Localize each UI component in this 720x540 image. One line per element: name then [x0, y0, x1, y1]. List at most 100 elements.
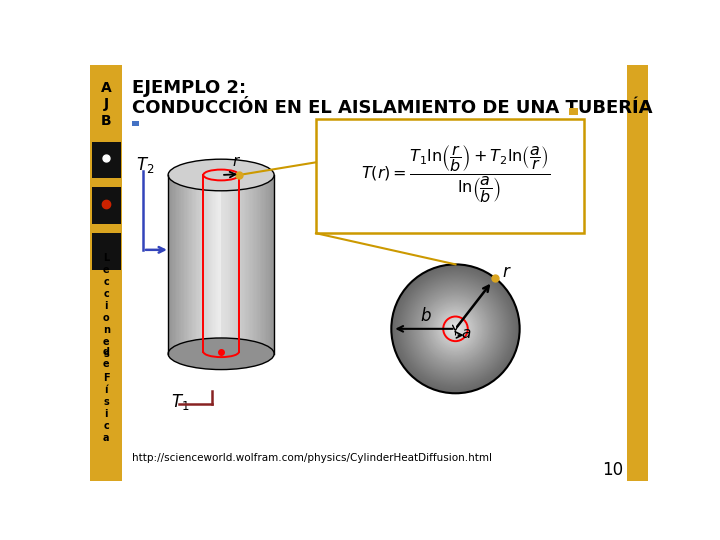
Bar	[207, 175, 208, 354]
Bar	[246, 175, 248, 354]
Bar	[174, 175, 175, 354]
Bar	[191, 175, 192, 354]
Ellipse shape	[431, 304, 480, 354]
Text: F
í
s
i
c
a: F í s i c a	[103, 373, 109, 443]
Ellipse shape	[450, 323, 461, 334]
Ellipse shape	[423, 296, 487, 361]
Bar	[261, 175, 262, 354]
Bar	[229, 175, 230, 354]
Text: L
e
c
c
i
o
n
e
s: L e c c i o n e s	[103, 253, 109, 359]
Ellipse shape	[454, 328, 456, 330]
Ellipse shape	[446, 319, 465, 339]
Ellipse shape	[425, 298, 487, 360]
Bar	[258, 175, 260, 354]
Bar	[193, 175, 194, 354]
Bar	[91, 141, 121, 178]
Ellipse shape	[397, 271, 513, 387]
Bar	[213, 175, 215, 354]
Ellipse shape	[430, 303, 481, 355]
Ellipse shape	[434, 307, 477, 350]
Ellipse shape	[410, 284, 500, 374]
Bar	[194, 175, 196, 354]
Bar	[217, 175, 218, 354]
Text: 10: 10	[602, 461, 623, 479]
Bar	[266, 175, 268, 354]
Ellipse shape	[445, 318, 466, 340]
Ellipse shape	[427, 300, 485, 358]
Bar	[230, 175, 232, 354]
Bar	[232, 175, 233, 354]
Ellipse shape	[441, 314, 470, 344]
Bar	[132, 122, 138, 126]
Bar	[216, 175, 217, 354]
Bar	[208, 175, 210, 354]
Bar	[200, 175, 202, 354]
Bar	[218, 175, 220, 354]
Bar	[269, 175, 270, 354]
Ellipse shape	[410, 282, 501, 375]
Ellipse shape	[428, 301, 483, 357]
Bar	[270, 175, 271, 354]
Ellipse shape	[441, 315, 469, 343]
Ellipse shape	[397, 270, 514, 388]
Ellipse shape	[437, 310, 474, 347]
Ellipse shape	[168, 159, 274, 191]
Bar	[212, 175, 213, 354]
Ellipse shape	[415, 288, 496, 370]
Bar	[233, 175, 235, 354]
Ellipse shape	[454, 327, 458, 331]
Bar	[265, 175, 266, 354]
Ellipse shape	[392, 266, 518, 392]
Ellipse shape	[432, 305, 479, 353]
Text: EJEMPLO 2:: EJEMPLO 2:	[132, 79, 246, 97]
Ellipse shape	[395, 268, 516, 390]
Bar	[226, 175, 228, 354]
Bar	[91, 187, 121, 224]
Ellipse shape	[428, 302, 482, 356]
Ellipse shape	[449, 322, 462, 335]
Text: J: J	[104, 97, 109, 111]
Bar	[171, 175, 172, 354]
Text: B: B	[101, 114, 112, 128]
Bar	[210, 175, 212, 354]
Text: $T_2$: $T_2$	[136, 154, 155, 174]
Bar	[243, 175, 245, 354]
Bar	[271, 175, 273, 354]
Ellipse shape	[439, 313, 472, 345]
Bar	[169, 175, 171, 354]
Bar	[180, 175, 181, 354]
Bar	[204, 175, 205, 354]
Ellipse shape	[436, 309, 474, 348]
Bar	[215, 175, 216, 354]
Bar	[235, 175, 237, 354]
Ellipse shape	[413, 286, 498, 372]
Ellipse shape	[406, 279, 505, 378]
Bar	[197, 175, 199, 354]
Bar	[221, 175, 222, 354]
Text: $r$: $r$	[502, 263, 511, 281]
Bar	[192, 175, 193, 354]
Bar	[176, 175, 177, 354]
Bar	[240, 175, 241, 354]
Text: $b$: $b$	[420, 307, 432, 325]
Bar	[254, 175, 256, 354]
Ellipse shape	[408, 281, 503, 376]
Ellipse shape	[408, 280, 503, 377]
Bar	[238, 175, 240, 354]
Bar	[251, 175, 253, 354]
Bar	[168, 175, 169, 354]
Text: $a$: $a$	[461, 327, 472, 341]
Bar	[248, 175, 249, 354]
Bar	[260, 175, 261, 354]
Ellipse shape	[400, 273, 511, 384]
Bar	[220, 175, 221, 354]
Ellipse shape	[448, 321, 463, 336]
Ellipse shape	[392, 265, 520, 393]
Bar	[237, 175, 238, 354]
Ellipse shape	[414, 287, 498, 371]
Ellipse shape	[416, 289, 495, 369]
Bar	[316, 119, 584, 233]
Bar	[249, 175, 251, 354]
Ellipse shape	[444, 317, 467, 341]
Bar	[189, 175, 191, 354]
